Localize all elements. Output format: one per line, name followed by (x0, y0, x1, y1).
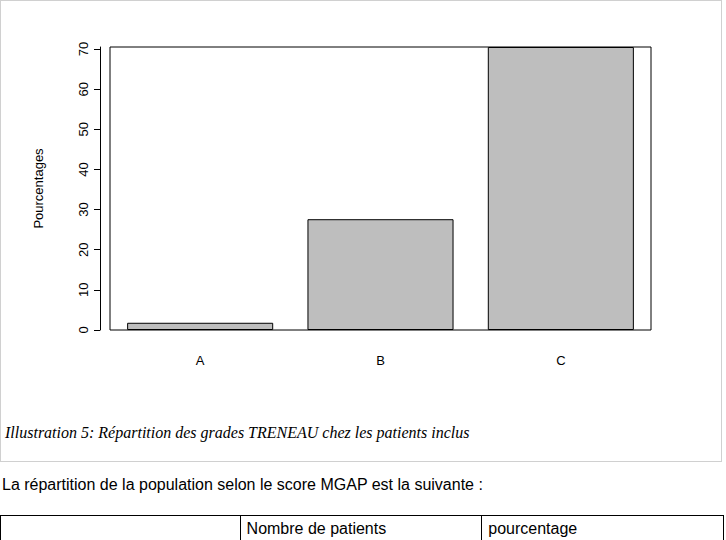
svg-text:40: 40 (76, 162, 91, 176)
svg-text:0: 0 (76, 326, 91, 333)
svg-text:10: 10 (76, 283, 91, 297)
svg-text:A: A (196, 353, 205, 368)
html-text:La répartition de la populatio: La répartition de la population selon le… (2, 476, 483, 493)
svg-text:50: 50 (76, 122, 91, 136)
html-text:pourcentage: pourcentage (488, 520, 578, 537)
svg-text:C: C (556, 353, 565, 368)
svg-text:Pourcentages: Pourcentages (31, 148, 46, 229)
svg-text:30: 30 (76, 202, 91, 216)
svg-text:B: B (376, 353, 385, 368)
svg-text:60: 60 (76, 82, 91, 96)
html-text:Nombre de patients: Nombre de patients (246, 520, 387, 537)
svg-text:70: 70 (76, 42, 91, 56)
html-text:Illustration 5: Répartition de: Illustration 5: Répartition des grades T… (5, 424, 470, 441)
svg-text:20: 20 (76, 242, 91, 256)
